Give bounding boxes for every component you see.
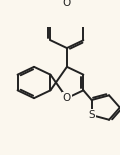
Text: O: O xyxy=(63,93,71,103)
Text: O: O xyxy=(63,0,71,8)
Text: S: S xyxy=(88,110,95,120)
